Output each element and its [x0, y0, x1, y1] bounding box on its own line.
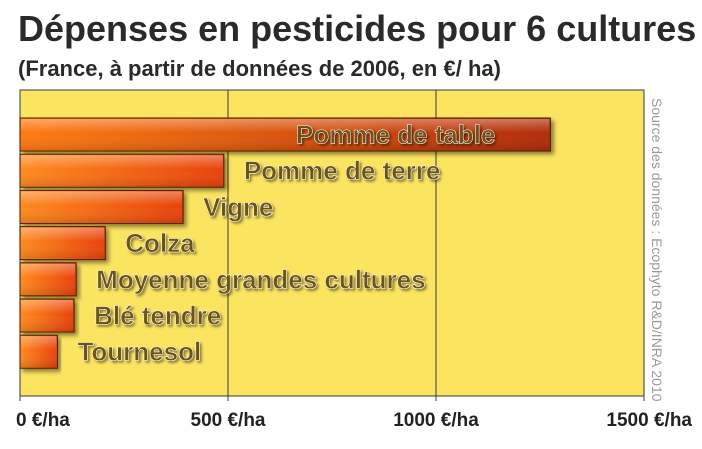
bar	[19, 189, 184, 224]
chart-title: Dépenses en pesticides pour 6 cultures	[18, 8, 696, 49]
bar-shine	[21, 300, 74, 331]
bar-shine	[21, 336, 57, 368]
source-note: Source des données : Ecophyto R&D/INRA 2…	[649, 98, 665, 402]
bar-labels: Pomme de table Pomme de terre Vigne Colza Mo…	[77, 119, 495, 367]
bar-label: Moyenne grandes cultures	[96, 264, 425, 294]
bar	[19, 153, 225, 188]
bar-label: Blé tendre	[94, 301, 221, 331]
bar	[19, 226, 106, 261]
x-tick-label: 1500 €/ha	[606, 410, 692, 431]
bar	[19, 334, 58, 369]
bar	[19, 117, 551, 152]
bar	[19, 262, 77, 297]
x-tick-label: 0 €/ha	[16, 410, 70, 431]
bar-shine	[21, 155, 223, 187]
bar-shine	[21, 227, 105, 259]
bars	[19, 117, 551, 369]
x-tick-label: 500 €/ha	[191, 410, 266, 431]
x-tick-label: 1000 €/ha	[393, 410, 479, 431]
bar-shine	[21, 191, 183, 223]
x-axis-ticks: 0 €/ha 500 €/ha 1000 €/ha 1500 €/ha	[16, 396, 692, 431]
bar-label: Tournesol	[77, 337, 201, 367]
chart-subtitle: (France, à partir de données de 2006, en…	[18, 56, 501, 81]
bar	[19, 298, 75, 333]
bar-label: Pomme de table	[296, 120, 495, 150]
bar-shine	[21, 119, 550, 150]
bar-label: Colza	[125, 228, 195, 258]
bar-label: Vigne	[203, 192, 273, 222]
bar-shine	[21, 263, 76, 295]
bar-label: Pomme de terre	[244, 156, 441, 186]
